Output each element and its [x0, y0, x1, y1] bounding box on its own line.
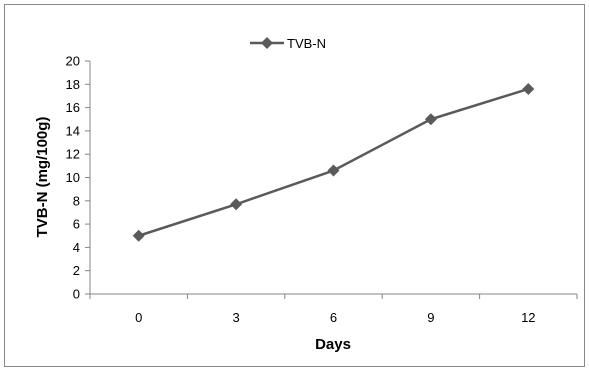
y-tick-label: 8 — [73, 193, 80, 208]
y-tick-label: 0 — [73, 287, 80, 302]
data-point — [327, 164, 340, 177]
y-tick-label: 18 — [66, 77, 80, 92]
series-layer — [132, 82, 535, 242]
x-tick-label: 12 — [521, 310, 535, 325]
x-tick-label: 6 — [330, 310, 337, 325]
legend-marker — [261, 37, 273, 49]
data-point — [230, 198, 243, 211]
data-point — [424, 113, 437, 126]
x-tick-label: 3 — [232, 310, 239, 325]
x-axis-title: Days — [315, 336, 351, 353]
x-tick-label: 9 — [427, 310, 434, 325]
y-tick-label: 12 — [66, 147, 80, 162]
y-tick-label: 10 — [66, 170, 80, 185]
x-axis: 0 3 6 9 12 — [89, 293, 578, 325]
y-tick-label: 20 — [66, 54, 80, 69]
y-tick-label: 14 — [66, 123, 80, 138]
chart-frame — [4, 4, 585, 367]
legend: TVB-N — [250, 36, 326, 51]
data-point — [522, 82, 535, 95]
y-tick-label: 2 — [73, 263, 80, 278]
y-tick-label: 16 — [66, 100, 80, 115]
data-point — [132, 229, 145, 242]
y-axis: 0 2 4 6 8 10 12 14 16 18 20 — [66, 54, 91, 302]
y-tick-label: 4 — [73, 240, 80, 255]
y-axis-title: TVB-N (mg/100g) — [34, 117, 51, 238]
x-tick-label: 0 — [135, 310, 142, 325]
legend-label: TVB-N — [287, 36, 326, 51]
series-line — [138, 87, 529, 237]
y-tick-label: 6 — [73, 217, 80, 232]
